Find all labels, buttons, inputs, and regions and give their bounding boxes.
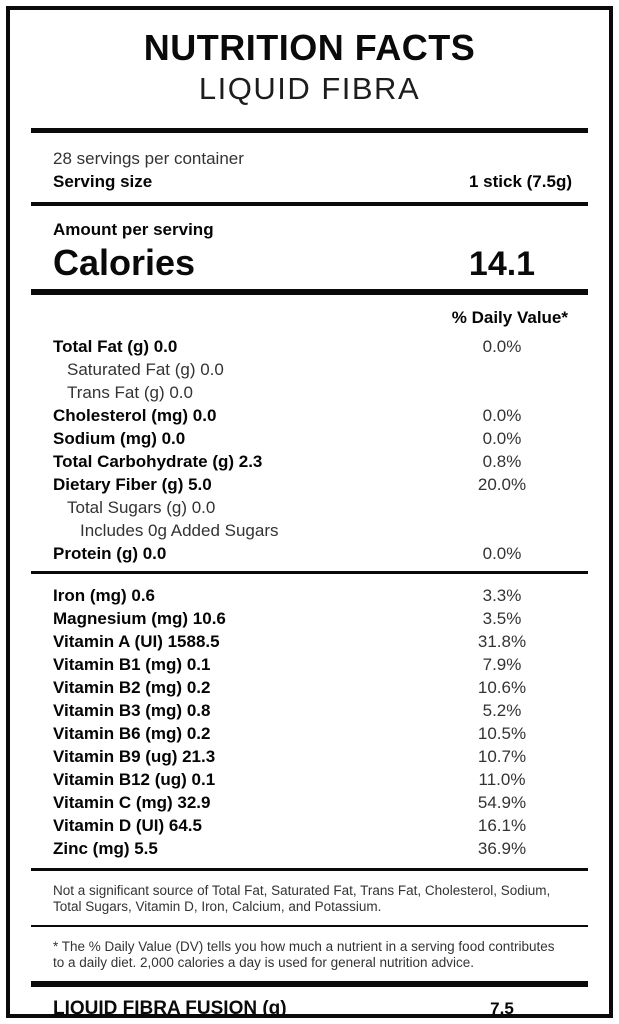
nutrient-name: Vitamin B9 (ug) 21.3 (53, 747, 216, 766)
nutrient-row: Cholesterol (mg) 0.0 0.0% (31, 404, 588, 427)
servings-per-container: 28 servings per container (53, 149, 244, 168)
divider-thin (31, 868, 588, 871)
product-name: LIQUID FIBRA (198, 71, 421, 106)
nutrient-row: Vitamin B1 (mg) 0.1 7.9% (31, 653, 588, 676)
nutrient-name: Vitamin B2 (mg) 0.2 (53, 678, 211, 697)
nutrient-daily-value: 5.2% (482, 701, 522, 720)
nutrient-row: Zinc (mg) 5.5 36.9% (31, 837, 588, 860)
nutrient-name: Vitamin A (UI) 1588.5 (53, 632, 220, 651)
nutrient-row: Iron (mg) 0.6 3.3% (31, 584, 588, 607)
nutrient-name: Vitamin C (mg) 32.9 (53, 793, 211, 812)
serving-size-label: Serving size (53, 172, 153, 191)
nutrient-name: Magnesium (mg) 10.6 (53, 609, 226, 628)
nutrient-row: Total Sugars (g) 0.0 (31, 496, 588, 519)
nutrient-name: Vitamin B1 (mg) 0.1 (53, 655, 211, 674)
nutrient-row: Vitamin D (UI) 64.5 16.1% (31, 814, 588, 837)
nutrient-rows: Total Fat (g) 0.0 0.0% Saturated Fat (g) 0… (31, 329, 588, 571)
nutrient-name: Total Carbohydrate (g) 2.3 (53, 452, 263, 471)
calories-value: 14.1 (468, 245, 536, 283)
nutrient-daily-value: 16.1% (477, 816, 527, 835)
nutrient-row: Vitamin B6 (mg) 0.2 10.5% (31, 722, 588, 745)
nutrient-daily-value: 0.8% (482, 452, 522, 471)
nutrient-name: Vitamin B3 (mg) 0.8 (53, 701, 211, 720)
nutrient-row: Saturated Fat (g) 0.0 (31, 358, 588, 381)
nutrient-name: Cholesterol (mg) 0.0 (53, 406, 217, 425)
label-title: NUTRITION FACTS (143, 27, 476, 68)
nutrient-name: Vitamin D (UI) 64.5 (53, 816, 202, 835)
nutrient-daily-value: 0.0% (482, 406, 522, 425)
daily-value-header-row: % Daily Value* (31, 295, 588, 329)
daily-value-footnote: * The % Daily Value (DV) tells you how m… (53, 939, 555, 970)
divider-thin (31, 571, 588, 574)
nutrient-row: Vitamin B2 (mg) 0.2 10.6% (31, 676, 588, 699)
nutrient-daily-value: 31.8% (477, 632, 527, 651)
nutrient-name: Saturated Fat (g) 0.0 (67, 360, 224, 379)
nutrient-name: Total Sugars (g) 0.0 (67, 498, 216, 517)
nutrient-row: Vitamin A (UI) 1588.5 31.8% (31, 630, 588, 653)
calories-section: Amount per serving Calories 14.1 (31, 206, 588, 289)
calories-label: Calories (53, 242, 196, 283)
divider-medium (31, 202, 588, 206)
nutrient-row: Magnesium (mg) 10.6 3.5% (31, 607, 588, 630)
nutrient-name: Dietary Fiber (g) 5.0 (53, 475, 212, 494)
footer-row: LIQUID FIBRA FUSION (g) 7.5 (31, 987, 588, 1020)
nutrient-row: Total Fat (g) 0.0 0.0% (31, 335, 588, 358)
nutrient-daily-value: 3.3% (482, 586, 522, 605)
nutrient-name: Vitamin B12 (ug) 0.1 (53, 770, 216, 789)
label-border-box: NUTRITION FACTS LIQUID FIBRA 28 servings… (6, 6, 613, 1020)
nutrient-name: Total Fat (g) 0.0 (53, 337, 178, 356)
nutrient-name: Includes 0g Added Sugars (80, 521, 279, 540)
nutrient-row: Vitamin B12 (ug) 0.1 11.0% (31, 768, 588, 791)
nutrient-name: Protein (g) 0.0 (53, 544, 167, 563)
micronutrient-rows: Iron (mg) 0.6 3.3% Magnesium (mg) 10.6 3.5%… (31, 574, 588, 868)
divider-hairline (31, 925, 588, 927)
nutrient-name: Sodium (mg) 0.0 (53, 429, 186, 448)
nutrient-daily-value: 7.9% (482, 655, 522, 674)
nutrient-name: Vitamin B6 (mg) 0.2 (53, 724, 211, 743)
nutrient-daily-value: 20.0% (477, 475, 527, 494)
nutrient-row: Trans Fat (g) 0.0 (31, 381, 588, 404)
nutrient-daily-value: 10.5% (477, 724, 527, 743)
nutrient-daily-value: 54.9% (477, 793, 527, 812)
serving-section: 28 servings per container Serving size 1… (31, 133, 588, 202)
nutrient-daily-value: 0.0% (482, 544, 522, 563)
amount-per-serving-label: Amount per serving (53, 220, 214, 239)
footer-product-label: LIQUID FIBRA FUSION (g) (53, 998, 287, 1019)
serving-size-row: Serving size 1 stick (7.5g) (31, 170, 588, 193)
nutrient-row: Total Carbohydrate (g) 2.3 0.8% (31, 450, 588, 473)
nutrient-daily-value: 10.6% (477, 678, 527, 697)
nutrient-daily-value: 0.0% (482, 337, 522, 356)
nutrient-row: Vitamin C (mg) 32.9 54.9% (31, 791, 588, 814)
nutrient-row: Includes 0g Added Sugars (31, 519, 588, 542)
nutrient-name: Trans Fat (g) 0.0 (67, 383, 193, 402)
divider-extra-thick (31, 289, 588, 295)
not-significant-note: Not a significant source of Total Fat, S… (53, 883, 551, 914)
nutrient-daily-value: 0.0% (482, 429, 522, 448)
nutrient-row: Sodium (mg) 0.0 0.0% (31, 427, 588, 450)
divider-thick (31, 128, 588, 133)
nutrient-daily-value: 36.9% (477, 839, 527, 858)
nutrient-name: Iron (mg) 0.6 (53, 586, 156, 605)
nutrient-daily-value: 3.5% (482, 609, 522, 628)
nutrient-row: Protein (g) 0.0 0.0% (31, 542, 588, 565)
daily-value-header: % Daily Value* (451, 308, 568, 327)
calories-row: Calories 14.1 (31, 241, 588, 285)
nutrient-row: Dietary Fiber (g) 5.0 20.0% (31, 473, 588, 496)
nutrient-row: Vitamin B3 (mg) 0.8 5.2% (31, 699, 588, 722)
nutrient-daily-value: 11.0% (478, 770, 526, 789)
serving-size-value: 1 stick (7.5g) (469, 172, 572, 191)
divider-extra-thick (31, 981, 588, 987)
footer-product-value: 7.5 (490, 999, 514, 1018)
nutrient-daily-value: 10.7% (477, 747, 527, 766)
title-block: NUTRITION FACTS LIQUID FIBRA (31, 10, 588, 108)
nutrient-row: Vitamin B9 (ug) 21.3 10.7% (31, 745, 588, 768)
nutrient-name: Zinc (mg) 5.5 (53, 839, 158, 858)
